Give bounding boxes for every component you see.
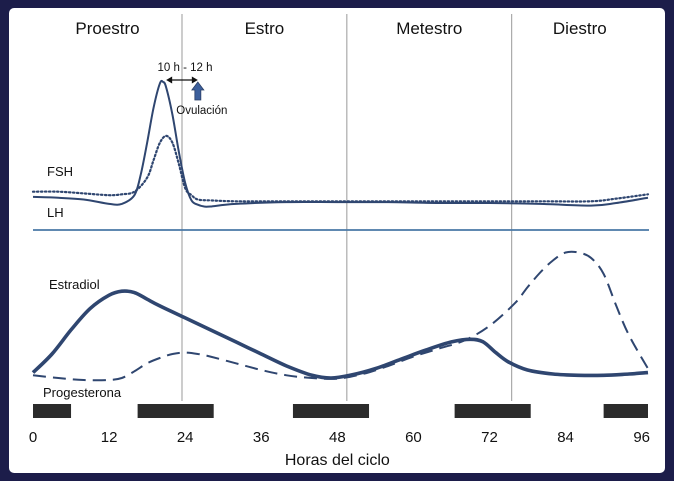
x-tick-0: 0 [29,429,37,446]
x-tick-48: 48 [329,429,346,446]
chart-labels: Proestro Estro Metestro Diestro FSH LH Estradi… [43,19,607,400]
progesterona-line [32,250,649,382]
ovulation-arrow-icon [191,81,205,101]
phase-divider-lines [181,14,513,401]
x-axis-ticks: 0 12 24 36 48 60 72 84 96 Horas del ciclo [29,429,650,469]
x-tick-60: 60 [405,429,422,446]
phase-label-estro: Estro [245,19,285,38]
dark-period-bar-4 [454,404,531,418]
x-axis-title: Horas del ciclo [285,452,390,469]
dark-period-bar-2 [137,404,214,418]
x-tick-72: 72 [481,429,498,446]
series-label-fsh: FSH [47,164,73,179]
span-annotation-label: 10 h - 12 h [158,62,213,74]
estrous-cycle-chart: Proestro Estro Metestro Diestro FSH LH Estradi… [29,14,650,469]
lh-line [32,79,649,208]
x-tick-36: 36 [253,429,270,446]
bottom-panel-series [31,250,649,382]
series-label-progesterona: Progesterona [43,385,122,400]
phase-label-diestro: Diestro [553,19,607,38]
phase-label-metestro: Metestro [396,19,462,38]
chart-panel: Proestro Estro Metestro Diestro FSH LH Estradi… [9,8,665,473]
span-arrow-head-right [191,76,198,84]
x-tick-96: 96 [633,429,650,446]
estradiol-line [31,289,649,380]
dark-period-bar-1 [33,404,72,418]
fsh-line [31,134,650,203]
ovulation-label: Ovulación [176,105,227,117]
x-tick-24: 24 [177,429,194,446]
x-tick-84: 84 [557,429,574,446]
x-tick-12: 12 [101,429,118,446]
span-arrow-head-left [166,76,173,84]
dark-period-bars [33,404,648,418]
top-panel-series [31,79,650,208]
dark-period-bar-5 [603,404,648,418]
series-label-lh: LH [47,205,64,220]
dark-period-bar-3 [292,404,370,418]
series-label-estradiol: Estradiol [49,277,100,292]
phase-label-proestro: Proestro [75,19,139,38]
